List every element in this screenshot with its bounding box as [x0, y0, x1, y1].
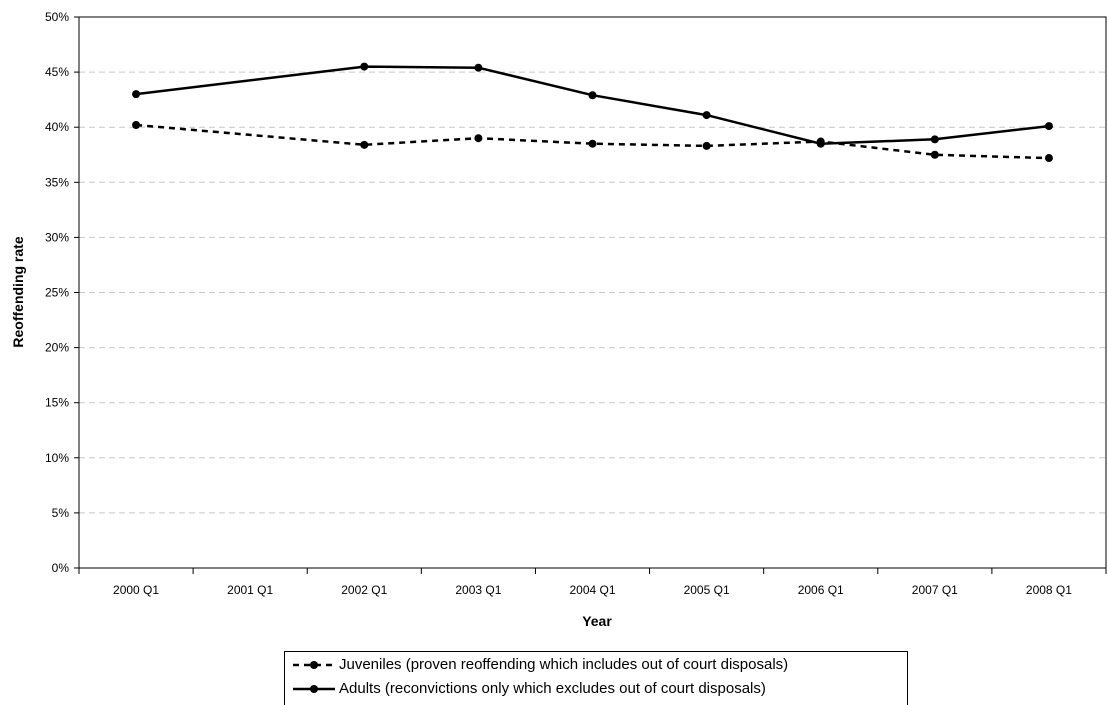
data-point-adults [702, 111, 711, 120]
data-point-adults [816, 139, 825, 148]
x-tick-label: 2008 Q1 [1026, 583, 1072, 597]
y-tick-label: 30% [45, 230, 69, 244]
y-tick-label: 40% [45, 120, 69, 134]
x-tick-label: 2001 Q1 [227, 583, 273, 597]
series-line-adults [135, 65, 1050, 145]
plot-frame [78, 16, 1107, 569]
x-tick-labels: 2000 Q1 2001 Q1 2002 Q1 2003 Q1 2004 Q1 2005 … [113, 583, 1072, 597]
x-tick-label: 2004 Q1 [569, 583, 615, 597]
data-point-adults [588, 91, 597, 100]
x-tick-label: 2002 Q1 [341, 583, 387, 597]
y-tick-label: 35% [45, 175, 69, 189]
x-tick-label: 2003 Q1 [455, 583, 501, 597]
legend: Juveniles (proven reoffending which incl… [284, 651, 908, 705]
data-point-adults [474, 63, 483, 72]
data-point-adults [360, 62, 369, 71]
legend-item-adults: Adults (reconvictions only which exclude… [285, 677, 907, 701]
legend-swatch-solid [293, 685, 335, 693]
data-point-juveniles [132, 120, 141, 129]
data-point-juveniles [360, 140, 369, 149]
y-tick-label: 45% [45, 65, 69, 79]
data-point-juveniles [702, 141, 711, 150]
y-tick-label: 15% [45, 396, 69, 410]
legend-item-juveniles: Juveniles (proven reoffending which incl… [285, 653, 907, 677]
data-point-juveniles [474, 134, 483, 143]
series-lines [132, 62, 1053, 163]
y-tick-label: 0% [52, 561, 70, 575]
y-axis-title: Reoffending rate [10, 236, 26, 347]
series-line-juveniles [135, 123, 1049, 160]
x-tick-label: 2006 Q1 [798, 583, 844, 597]
x-tick-label: 2005 Q1 [684, 583, 730, 597]
y-tick-labels: 0% 5% 10% 15% 20% 25% 30% 35% 40% 45% 50% [45, 10, 69, 575]
legend-label-juveniles: Juveniles (proven reoffending which incl… [339, 656, 789, 673]
data-point-juveniles [588, 139, 597, 148]
legend-label-adults: Adults (reconvictions only which exclude… [339, 680, 766, 697]
data-point-adults [132, 90, 141, 99]
y-tick-label: 5% [52, 506, 70, 520]
axes [74, 16, 1107, 574]
y-tick-label: 20% [45, 341, 69, 355]
y-tick-label: 50% [45, 10, 69, 24]
x-tick-label: 2007 Q1 [912, 583, 958, 597]
x-tick-label: 2000 Q1 [113, 583, 159, 597]
legend-swatch-dashed [293, 661, 335, 669]
x-axis-title: Year [582, 613, 612, 629]
data-point-adults [1044, 122, 1053, 131]
data-point-adults [930, 135, 939, 144]
y-tick-label: 25% [45, 286, 69, 300]
y-tick-label: 10% [45, 451, 69, 465]
data-point-juveniles [930, 150, 939, 159]
data-point-juveniles [1044, 154, 1053, 163]
